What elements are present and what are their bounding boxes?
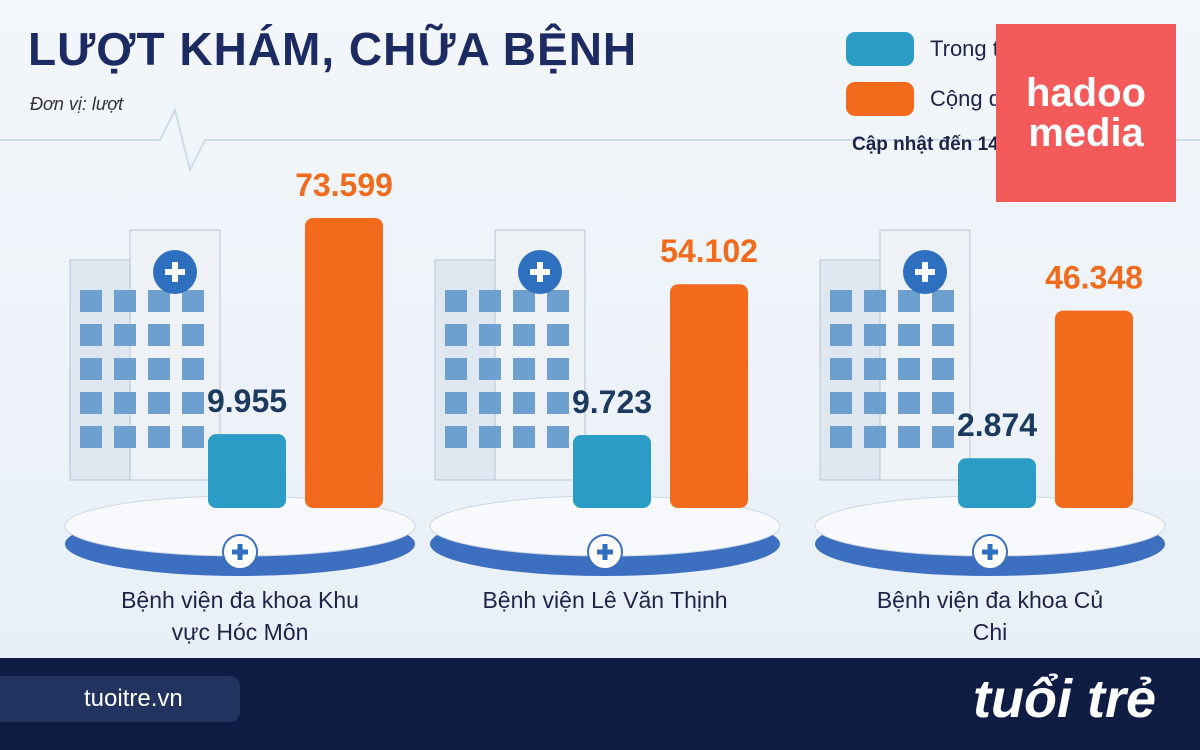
- subtitle: Đơn vị: lượt: [30, 94, 124, 114]
- category-label: Bệnh viện đa khoa Khu vực Hóc Môn: [121, 587, 359, 645]
- window: [182, 426, 204, 448]
- watermark: hadoo media: [996, 24, 1176, 202]
- window: [148, 426, 170, 448]
- window: [830, 324, 852, 346]
- window: [864, 426, 886, 448]
- window: [182, 324, 204, 346]
- window: [479, 426, 501, 448]
- window: [148, 324, 170, 346]
- cross: [530, 262, 550, 282]
- value-label: 9.955: [207, 383, 287, 419]
- footer: tuoitre.vn tuổi trẻ: [0, 658, 1200, 750]
- window: [182, 290, 204, 312]
- brand: tuổi trẻ: [973, 669, 1156, 729]
- cross: [597, 544, 613, 560]
- cross: [982, 544, 998, 560]
- window: [547, 358, 569, 380]
- window: [513, 426, 535, 448]
- window: [80, 426, 102, 448]
- window: [445, 290, 467, 312]
- window: [479, 358, 501, 380]
- cross: [165, 262, 185, 282]
- cross: [232, 544, 248, 560]
- category-label: Bệnh viện Lê Văn Thịnh: [482, 587, 728, 613]
- window: [114, 392, 136, 414]
- bar: [1055, 310, 1133, 508]
- bar: [573, 434, 651, 508]
- window: [898, 324, 920, 346]
- legend-swatch: [846, 82, 914, 116]
- window: [547, 290, 569, 312]
- window: [182, 358, 204, 380]
- window: [830, 358, 852, 380]
- window: [513, 392, 535, 414]
- window: [148, 392, 170, 414]
- window: [479, 290, 501, 312]
- legend-swatch: [846, 32, 914, 66]
- window: [445, 358, 467, 380]
- window: [445, 324, 467, 346]
- window: [114, 324, 136, 346]
- window: [864, 324, 886, 346]
- window: [148, 290, 170, 312]
- window: [513, 358, 535, 380]
- value-label: 54.102: [660, 233, 758, 269]
- window: [80, 358, 102, 380]
- window: [80, 392, 102, 414]
- bar: [208, 434, 286, 508]
- decor-pulse: [0, 107, 1200, 173]
- window: [830, 392, 852, 414]
- window: [445, 426, 467, 448]
- window: [830, 426, 852, 448]
- window: [479, 392, 501, 414]
- window: [932, 392, 954, 414]
- window: [864, 358, 886, 380]
- window: [547, 426, 569, 448]
- category-label: Bệnh viện đa khoa Củ Chi: [876, 587, 1104, 645]
- website: tuoitre.vn: [0, 676, 240, 722]
- chart-title: LƯỢT KHÁM, CHỮA BỆNH: [28, 23, 638, 75]
- value-label: 2.874: [957, 407, 1037, 443]
- window: [932, 358, 954, 380]
- window: [114, 358, 136, 380]
- window: [80, 324, 102, 346]
- bar: [305, 218, 383, 508]
- value-label: 46.348: [1045, 260, 1143, 296]
- value-label: 9.723: [572, 384, 652, 420]
- window: [114, 426, 136, 448]
- window: [547, 324, 569, 346]
- window: [513, 324, 535, 346]
- value-label: 73.599: [295, 167, 393, 203]
- window: [864, 290, 886, 312]
- window: [898, 426, 920, 448]
- window: [479, 324, 501, 346]
- window: [445, 392, 467, 414]
- bar: [670, 284, 748, 508]
- window: [898, 392, 920, 414]
- window: [932, 290, 954, 312]
- window: [932, 426, 954, 448]
- window: [932, 324, 954, 346]
- window: [547, 392, 569, 414]
- window: [898, 358, 920, 380]
- window: [182, 392, 204, 414]
- window: [513, 290, 535, 312]
- legend-item: Trong tuần: [846, 32, 1036, 66]
- bar: [958, 458, 1036, 508]
- window: [114, 290, 136, 312]
- window: [80, 290, 102, 312]
- window: [864, 392, 886, 414]
- window: [898, 290, 920, 312]
- window: [830, 290, 852, 312]
- website-text: tuoitre.vn: [84, 685, 183, 712]
- cross: [915, 262, 935, 282]
- window: [148, 358, 170, 380]
